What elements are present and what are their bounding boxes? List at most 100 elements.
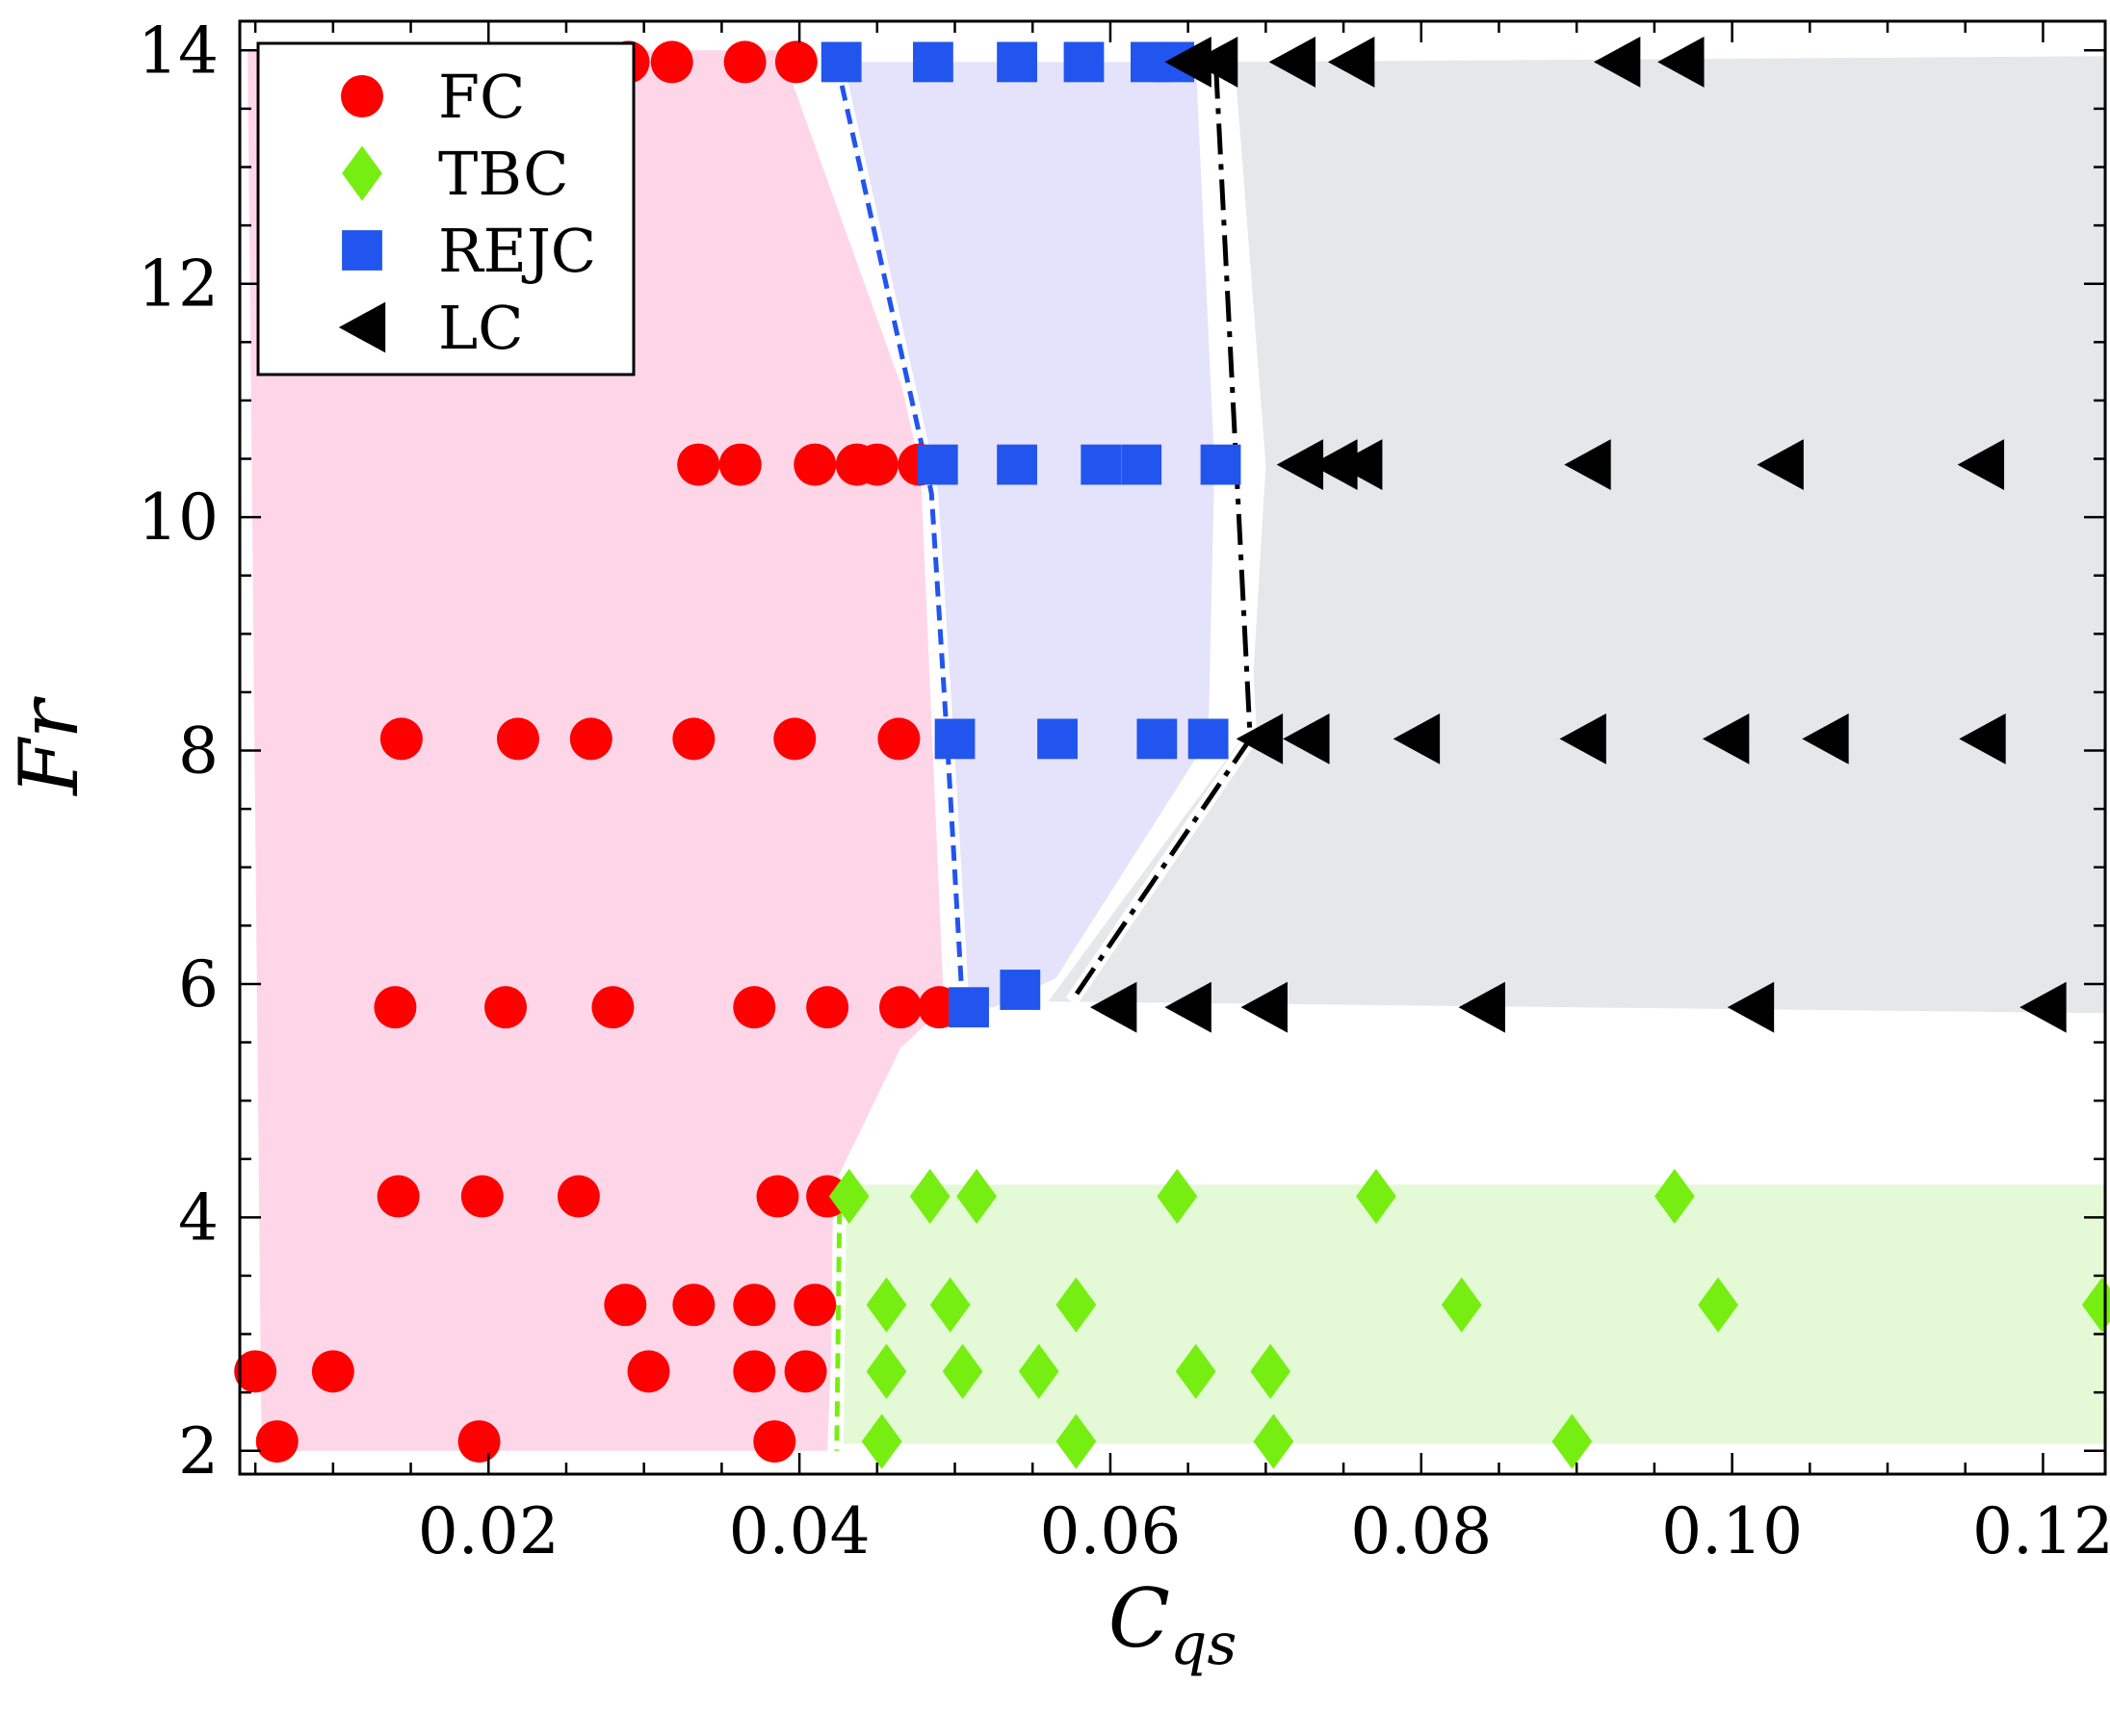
x-tick-label: 0.08 — [1350, 1494, 1492, 1568]
point-lc — [1458, 981, 1505, 1033]
point-tbc — [942, 1343, 983, 1399]
point-lc — [1393, 713, 1441, 764]
point-tbc — [1441, 1277, 1482, 1333]
point-fc — [627, 1350, 670, 1393]
point-rejc — [1063, 41, 1105, 83]
point-tbc — [1253, 1413, 1294, 1469]
point-lc — [1657, 37, 1705, 88]
point-lc — [1702, 713, 1750, 764]
point-lc — [1593, 37, 1641, 88]
point-tbc — [1654, 1168, 1695, 1225]
point-tbc — [1055, 1277, 1097, 1333]
point-tbc — [2081, 1277, 2110, 1333]
point-lc — [1164, 37, 1211, 88]
plot-frame — [238, 19, 2107, 1476]
x-tick-label: 0.12 — [1972, 1494, 2110, 1568]
point-fc — [723, 40, 767, 84]
point-lc — [1727, 981, 1775, 1033]
x-axis-title: Cqs — [1108, 1571, 1237, 1678]
point-fc — [672, 1283, 716, 1327]
point-rejc — [949, 987, 989, 1028]
point-fc — [460, 1175, 504, 1218]
point-fc — [677, 443, 720, 486]
legend-label-tbc: TBC — [438, 139, 569, 209]
y-tick-label: 10 — [138, 480, 219, 555]
point-tbc — [909, 1168, 951, 1225]
point-tbc — [828, 1168, 870, 1225]
point-rejc — [997, 41, 1037, 83]
point-fc — [806, 986, 849, 1029]
point-lc — [2019, 981, 2067, 1033]
legend-marker-fc — [341, 75, 383, 117]
region-lc — [1048, 56, 2105, 1014]
point-fc — [557, 1175, 600, 1218]
y-tick-label: 4 — [178, 1180, 219, 1255]
point-tbc — [1157, 1168, 1198, 1225]
y-tick-label: 8 — [178, 714, 219, 789]
point-lc — [1336, 439, 1383, 490]
x-tick-label: 0.04 — [729, 1494, 871, 1568]
point-fc — [484, 986, 528, 1029]
point-rejc — [997, 444, 1037, 485]
point-lc — [1240, 981, 1288, 1033]
point-fc — [877, 717, 921, 761]
points-layer — [234, 37, 2110, 1469]
point-lc — [1959, 713, 2006, 764]
point-lc — [1276, 439, 1324, 490]
y-tick-label: 6 — [178, 947, 219, 1022]
point-tbc — [1356, 1168, 1396, 1225]
legend-label-lc: LC — [438, 293, 524, 363]
point-rejc — [934, 718, 976, 760]
point-lc — [1311, 439, 1358, 490]
point-lc — [1957, 439, 2005, 490]
x-tick-label: 0.06 — [1039, 1494, 1181, 1568]
point-lc — [1564, 439, 1611, 490]
point-tbc — [956, 1168, 998, 1225]
point-fc — [379, 717, 423, 761]
x-tick-label: 0.10 — [1661, 1494, 1803, 1568]
point-lc — [1164, 981, 1211, 1033]
y-tick-label: 2 — [178, 1414, 219, 1489]
point-fc — [879, 986, 923, 1029]
point-fc — [496, 717, 539, 761]
point-tbc — [1175, 1343, 1216, 1399]
point-rejc — [1037, 718, 1078, 760]
y-axis-title: Fr — [2, 695, 96, 796]
point-fc — [756, 1175, 799, 1218]
point-tbc — [929, 1277, 971, 1333]
legend-marker-rejc — [342, 230, 382, 271]
point-fc — [255, 1420, 299, 1464]
y-tick-label: 12 — [138, 247, 219, 322]
point-tbc — [1055, 1413, 1097, 1469]
point-rejc — [913, 41, 953, 83]
point-rejc — [1081, 444, 1122, 485]
point-tbc — [866, 1277, 907, 1333]
point-lc — [1268, 37, 1315, 88]
legend-box — [256, 41, 636, 376]
point-lc — [1283, 713, 1330, 764]
point-fc — [794, 1283, 837, 1327]
point-fc — [733, 986, 776, 1029]
point-tbc — [1551, 1413, 1593, 1469]
point-tbc — [1018, 1343, 1059, 1399]
point-fc — [794, 443, 837, 486]
boundary-fc-tbc — [834, 1184, 843, 1451]
point-rejc — [1187, 718, 1229, 760]
ticks-layer: 0.02 0.04 0.06 0.08 0.10 0.12 2 4 6 8 10 12 14 — [138, 13, 2110, 1568]
point-fc — [774, 40, 818, 84]
region-rejc — [841, 62, 1215, 1008]
point-rejc — [917, 444, 958, 485]
point-fc — [733, 1283, 776, 1327]
point-fc — [784, 1350, 827, 1393]
legend-marker-tbc — [342, 145, 382, 201]
point-rejc — [821, 41, 862, 83]
point-fc — [773, 717, 817, 761]
point-tbc — [1698, 1277, 1738, 1333]
point-rejc — [1000, 970, 1041, 1010]
point-tbc — [1250, 1343, 1291, 1399]
point-fc — [569, 717, 612, 761]
point-fc — [604, 1283, 647, 1327]
point-fc — [377, 1175, 420, 1218]
